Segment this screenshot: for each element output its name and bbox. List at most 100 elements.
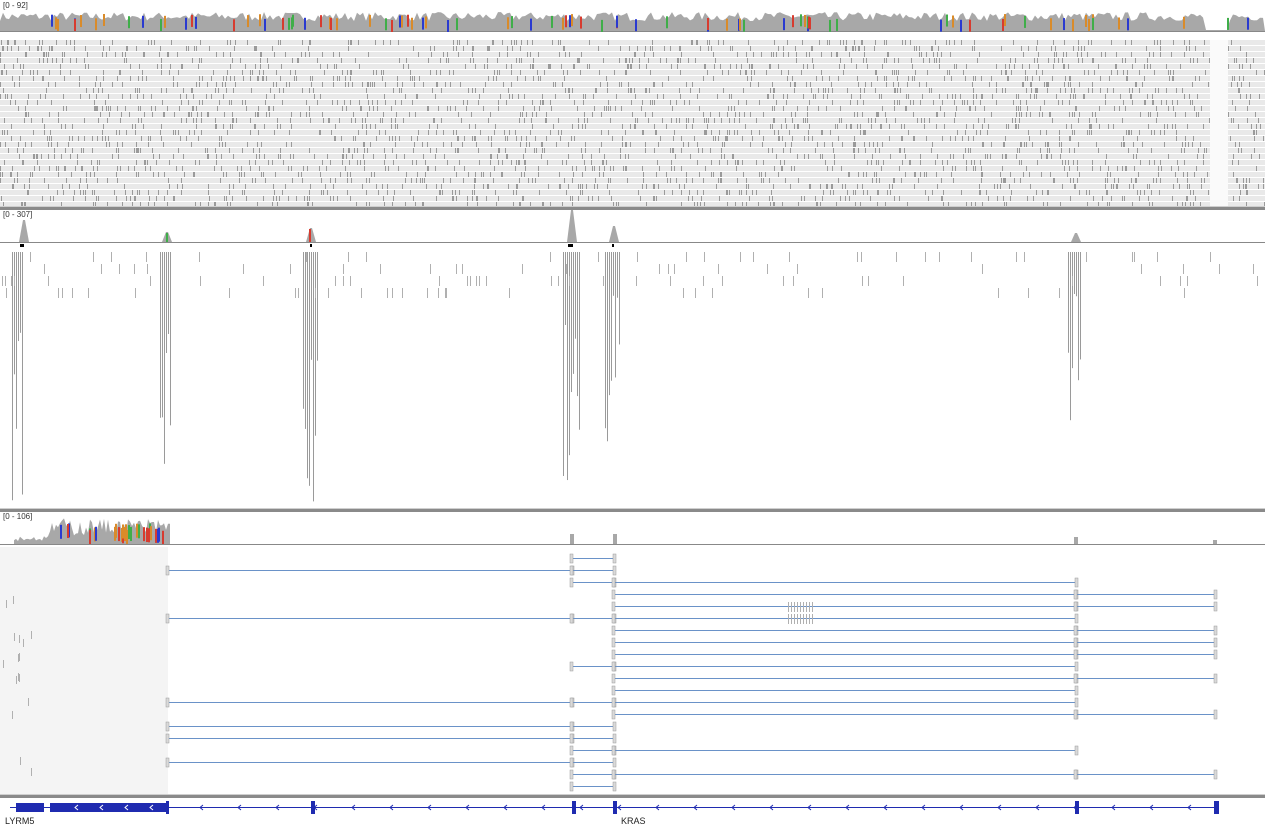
- read-edge: [559, 172, 560, 177]
- read-tick: [134, 264, 135, 274]
- read-edge: [192, 58, 193, 63]
- read-edge: [679, 184, 680, 189]
- read-edge: [273, 82, 274, 87]
- read-edge: [1185, 136, 1186, 141]
- read-edge: [1052, 76, 1053, 81]
- gene-label-lyrm5[interactable]: LYRM5: [5, 816, 35, 826]
- read-edge: [642, 100, 643, 105]
- alignment-track-1[interactable]: [0 - 92]: [0, 0, 1265, 206]
- read-edge: [985, 154, 986, 159]
- read-edge: [255, 160, 256, 165]
- read-edge: [12, 166, 13, 171]
- read-edge: [1161, 100, 1162, 105]
- read-edge: [148, 136, 149, 141]
- read-edge: [962, 136, 963, 141]
- read-edge: [977, 58, 978, 63]
- mismatch-mark: [666, 16, 668, 29]
- read-block: [0, 547, 168, 794]
- read-edge: [427, 106, 428, 111]
- read-edge: [974, 40, 975, 45]
- read-edge: [791, 166, 792, 171]
- read-edge: [774, 202, 775, 206]
- read-edge: [290, 118, 291, 123]
- read-edge: [1111, 40, 1112, 45]
- read-edge: [680, 94, 681, 99]
- read-edge: [356, 202, 357, 206]
- read-edge: [108, 94, 109, 99]
- read-edge: [996, 100, 997, 105]
- exon-block: [611, 589, 616, 600]
- read-edge: [807, 118, 808, 123]
- read-edge: [1032, 142, 1033, 147]
- read-edge: [90, 172, 91, 177]
- read-edge: [456, 172, 457, 177]
- read-edge: [560, 40, 561, 45]
- read-edge: [763, 136, 764, 141]
- read-row: [0, 124, 1265, 129]
- read-edge: [276, 70, 277, 75]
- read-tick: [170, 252, 171, 426]
- read-edge: [889, 136, 890, 141]
- track-divider[interactable]: [0, 794, 1265, 798]
- read-edge: [502, 160, 503, 165]
- read-edge: [450, 82, 451, 87]
- read-edge: [1256, 124, 1257, 129]
- gene-label-kras[interactable]: KRAS: [621, 816, 646, 826]
- read-edge: [320, 172, 321, 177]
- read-edge: [855, 202, 856, 206]
- read-edge: [272, 202, 273, 206]
- read-edge: [1124, 142, 1125, 147]
- read-edge: [351, 178, 352, 183]
- mismatch-mark: [1085, 14, 1087, 27]
- read-edge: [28, 190, 29, 195]
- read-edge: [333, 196, 334, 201]
- read-edge: [610, 178, 611, 183]
- read-edge: [191, 142, 192, 147]
- read-edge: [51, 142, 52, 147]
- read-edge: [395, 118, 396, 123]
- read-edge: [130, 64, 131, 69]
- read-edge: [1137, 190, 1138, 195]
- mismatch-mark: [143, 527, 145, 542]
- mismatch-mark: [233, 19, 235, 32]
- read-tick: [788, 614, 789, 624]
- gene-track[interactable]: LYRM5 KRAS: [0, 797, 1265, 833]
- read-edge: [42, 76, 43, 81]
- read-edge: [684, 100, 685, 105]
- alignment-track-3[interactable]: [0 - 106]: [0, 511, 1265, 794]
- read-edge: [1030, 82, 1031, 87]
- read-edge: [729, 130, 730, 135]
- read-tick: [295, 288, 296, 298]
- read-edge: [1245, 184, 1246, 189]
- read-edge: [1047, 202, 1048, 206]
- read-edge: [653, 82, 654, 87]
- read-edge: [1129, 88, 1130, 93]
- read-edge: [1032, 76, 1033, 81]
- track-divider[interactable]: [0, 508, 1265, 512]
- read-edge: [1109, 202, 1110, 206]
- read-edge: [597, 184, 598, 189]
- strand-arrow: [74, 804, 79, 811]
- read-edge: [319, 166, 320, 171]
- read-edge: [73, 196, 74, 201]
- read-edge: [1069, 148, 1070, 153]
- read-edge: [98, 118, 99, 123]
- read-edge: [234, 76, 235, 81]
- read-edge: [389, 136, 390, 141]
- alignment-track-2[interactable]: [0 - 307]: [0, 209, 1265, 508]
- read-edge: [697, 202, 698, 206]
- read-tick: [613, 252, 614, 296]
- read-edge: [1177, 100, 1178, 105]
- read-edge: [263, 76, 264, 81]
- track-divider[interactable]: [0, 206, 1265, 210]
- read-edge: [727, 160, 728, 165]
- read-edge: [475, 178, 476, 183]
- read-edge: [910, 160, 911, 165]
- read-edge: [103, 76, 104, 81]
- read-edge: [351, 70, 352, 75]
- read-edge: [521, 40, 522, 45]
- read-edge: [752, 190, 753, 195]
- read-edge: [153, 172, 154, 177]
- read-tick: [577, 252, 578, 397]
- read-edge: [272, 46, 273, 51]
